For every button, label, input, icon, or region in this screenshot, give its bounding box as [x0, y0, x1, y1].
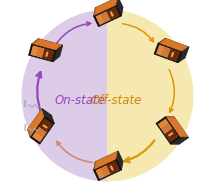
- Polygon shape: [156, 45, 164, 56]
- Polygon shape: [32, 119, 52, 142]
- Polygon shape: [110, 165, 114, 171]
- Polygon shape: [31, 46, 38, 56]
- Polygon shape: [101, 165, 111, 177]
- Polygon shape: [106, 7, 119, 20]
- Polygon shape: [27, 108, 45, 138]
- Polygon shape: [166, 117, 189, 138]
- Polygon shape: [39, 119, 52, 132]
- Polygon shape: [156, 45, 180, 61]
- Text: Off-state: Off-state: [90, 94, 142, 107]
- Polygon shape: [96, 7, 119, 25]
- Polygon shape: [154, 43, 182, 63]
- Polygon shape: [45, 51, 49, 57]
- Polygon shape: [168, 132, 174, 137]
- Polygon shape: [170, 138, 189, 144]
- Polygon shape: [156, 117, 180, 144]
- Polygon shape: [33, 39, 61, 50]
- Polygon shape: [35, 127, 47, 138]
- Polygon shape: [42, 108, 54, 123]
- Polygon shape: [158, 119, 178, 142]
- Polygon shape: [96, 168, 104, 179]
- Polygon shape: [94, 159, 121, 181]
- Text: On-state: On-state: [55, 94, 106, 107]
- Polygon shape: [117, 0, 123, 16]
- Polygon shape: [160, 39, 187, 51]
- Polygon shape: [94, 151, 118, 170]
- Polygon shape: [161, 123, 172, 134]
- Polygon shape: [32, 132, 43, 142]
- Polygon shape: [94, 5, 121, 27]
- Polygon shape: [96, 161, 119, 179]
- Polygon shape: [31, 46, 54, 60]
- Polygon shape: [110, 11, 114, 17]
- Polygon shape: [106, 161, 119, 174]
- Polygon shape: [53, 45, 63, 62]
- Polygon shape: [31, 39, 63, 51]
- Polygon shape: [158, 38, 189, 52]
- Text: I: I: [23, 124, 25, 133]
- Polygon shape: [42, 124, 48, 129]
- Polygon shape: [30, 117, 54, 144]
- Polygon shape: [101, 11, 111, 23]
- Polygon shape: [94, 0, 118, 16]
- Polygon shape: [28, 44, 56, 62]
- Polygon shape: [167, 49, 180, 61]
- Wedge shape: [108, 9, 194, 181]
- Polygon shape: [95, 152, 117, 169]
- Polygon shape: [96, 14, 104, 25]
- Wedge shape: [22, 9, 108, 181]
- Polygon shape: [158, 119, 169, 129]
- Polygon shape: [178, 47, 189, 63]
- Polygon shape: [36, 47, 45, 58]
- Polygon shape: [167, 118, 188, 136]
- Text: I: I: [23, 100, 25, 109]
- Polygon shape: [95, 0, 117, 15]
- Polygon shape: [165, 129, 178, 142]
- Polygon shape: [117, 151, 123, 170]
- Polygon shape: [42, 49, 54, 60]
- Polygon shape: [28, 110, 44, 136]
- Polygon shape: [161, 47, 171, 58]
- Polygon shape: [170, 52, 174, 57]
